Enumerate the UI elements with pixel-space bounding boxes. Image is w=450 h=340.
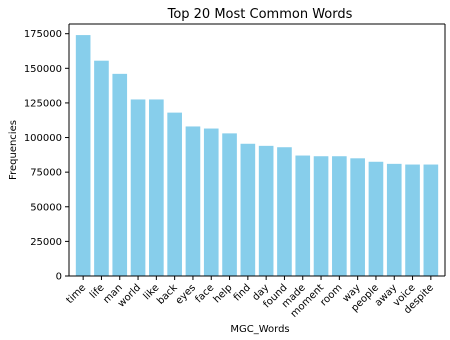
bar-room: [332, 156, 347, 276]
x-tick-label: face: [194, 282, 217, 305]
y-axis-label: Frequencies: [8, 120, 19, 180]
y-tick-label: 150000: [24, 64, 62, 75]
chart-title: Top 20 Most Common Words: [167, 7, 353, 22]
bar-face: [203, 128, 219, 276]
bar-world: [130, 99, 146, 277]
bar-life: [94, 60, 109, 276]
y-tick-label: 175000: [24, 29, 62, 40]
bars-group: [75, 35, 439, 277]
bar-people: [368, 161, 384, 276]
y-tick-label: 0: [56, 272, 62, 283]
y-tick-label: 75000: [30, 168, 62, 179]
bar-voice: [405, 164, 420, 276]
x-tick-label: find: [232, 282, 253, 303]
bar-made: [295, 155, 311, 276]
y-tick-label: 125000: [24, 98, 62, 109]
x-axis: time lifemanworldlikebackeyesfacehelpfind…: [65, 276, 436, 320]
bar-despite: [423, 164, 439, 276]
bar-moment: [313, 156, 329, 276]
bar-found: [277, 147, 292, 276]
bar-day: [258, 145, 274, 276]
y-axis: 0 25000 50000 75000 100000 125000 150000 175000: [24, 29, 69, 283]
bar-like: [149, 99, 164, 277]
x-tick-label: time: [65, 282, 89, 306]
x-tick-label: eyes: [174, 282, 198, 306]
bar-eyes: [185, 126, 201, 277]
bar-help: [222, 133, 237, 276]
bar-find: [240, 143, 256, 276]
bar-way: [350, 158, 365, 276]
x-tick-label: help: [212, 282, 235, 305]
y-tick-label: 25000: [30, 237, 62, 248]
y-tick-label: 50000: [30, 202, 62, 213]
x-tick-label: back: [155, 282, 180, 307]
y-tick-label: 100000: [24, 133, 62, 144]
bar-time: [75, 35, 91, 276]
bar-back: [167, 112, 182, 277]
bar-away: [386, 163, 402, 276]
bar-man: [112, 73, 128, 276]
x-axis-label: MGC_Words: [230, 324, 289, 335]
